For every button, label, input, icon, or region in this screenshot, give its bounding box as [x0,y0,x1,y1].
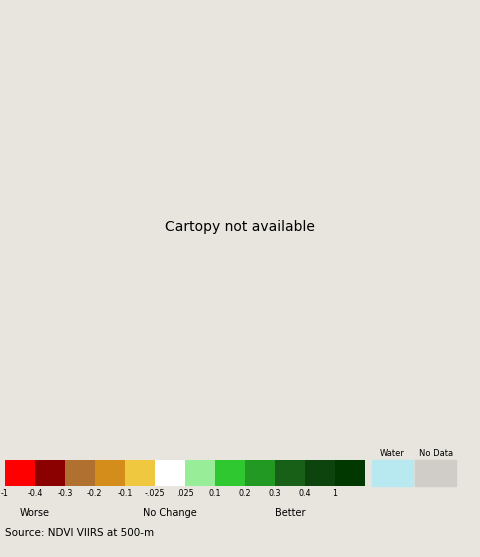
Text: 1: 1 [332,488,337,497]
Bar [35,460,65,486]
Bar [215,460,245,486]
Bar [415,460,456,486]
Bar [5,460,35,486]
Text: -0.3: -0.3 [57,488,72,497]
Text: -.025: -.025 [144,488,165,497]
Bar [155,460,185,486]
Bar [372,460,413,486]
Bar [95,460,125,486]
Bar [245,460,275,486]
Text: -0.1: -0.1 [117,488,132,497]
Text: 0.3: 0.3 [268,488,281,497]
Text: -0.2: -0.2 [87,488,103,497]
Bar [275,460,305,486]
Text: -1: -1 [1,488,9,497]
Bar [305,460,335,486]
Text: 0.4: 0.4 [299,488,311,497]
Text: Water: Water [380,449,405,458]
Bar [125,460,155,486]
Text: .025: .025 [176,488,193,497]
Bar [335,460,365,486]
Text: 0.2: 0.2 [239,488,251,497]
Text: No Data: No Data [419,449,453,458]
Text: -0.4: -0.4 [27,488,43,497]
Bar [185,460,215,486]
Bar [65,460,95,486]
Text: Cartopy not available: Cartopy not available [165,220,315,234]
Text: No Change: No Change [143,509,197,519]
Text: Source: NDVI VIIRS at 500-m: Source: NDVI VIIRS at 500-m [5,528,154,538]
Text: Worse: Worse [20,509,50,519]
Text: 0.1: 0.1 [208,488,221,497]
Text: Better: Better [275,509,305,519]
